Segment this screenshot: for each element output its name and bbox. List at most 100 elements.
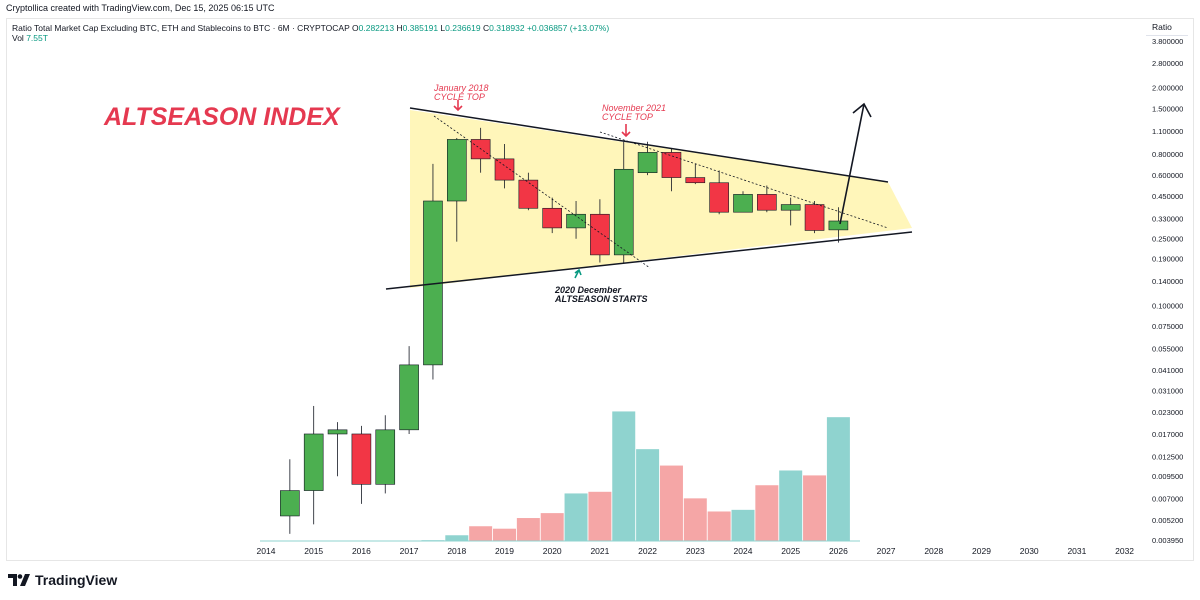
y-tick-label: 0.190000: [1152, 255, 1183, 264]
candle[interactable]: [828, 207, 849, 243]
candle-body: [280, 490, 300, 517]
candle-body: [446, 139, 467, 202]
y-tick-label: 0.017000: [1152, 430, 1183, 439]
candle[interactable]: [780, 197, 801, 226]
x-tick-label: 2015: [304, 546, 323, 556]
volume-bar: [564, 493, 588, 541]
candle-body: [566, 213, 586, 229]
candle-body: [780, 204, 801, 211]
altseason-title: ALTSEASON INDEX: [103, 103, 341, 131]
arrow-up-icon-2020: [574, 268, 582, 279]
symbol-legend: Ratio Total Market Cap Excluding BTC, ET…: [12, 23, 609, 33]
x-tick-label: 2019: [495, 546, 514, 556]
x-tick-label: 2025: [781, 546, 800, 556]
y-tick-label: 0.600000: [1152, 171, 1183, 180]
candle[interactable]: [733, 191, 753, 213]
annotation-2018-line1: January 2018: [433, 83, 489, 93]
volume-bar: [540, 513, 564, 541]
x-tick-label: 2028: [924, 546, 943, 556]
ohlc-open-label: O: [352, 23, 359, 33]
tradingview-wordmark: TradingView: [35, 572, 118, 588]
volume-bar: [588, 491, 612, 541]
candle[interactable]: [804, 201, 825, 234]
upper-trendline: [409, 107, 889, 183]
candle-body: [661, 152, 682, 178]
y-axis: 3.800000 2.800000 2.000000 1.500000 1.100000…: [1143, 36, 1193, 548]
candle[interactable]: [590, 199, 610, 263]
x-tick-label: 2023: [686, 546, 705, 556]
volume-bar: [445, 535, 469, 541]
annotations: ALTSEASON INDEX January 2018 CYCLE TOP N…: [103, 83, 872, 304]
dotted-trendline-2018: [433, 115, 651, 269]
ohlc-low-label: L: [440, 23, 446, 33]
candle[interactable]: [685, 163, 706, 185]
candle[interactable]: [757, 185, 777, 213]
candle[interactable]: [566, 201, 586, 239]
x-tick-label: 2027: [877, 546, 896, 556]
wedge-fill: [410, 110, 912, 288]
y-tick-label: 0.100000: [1152, 301, 1183, 310]
breakout-arrow-icon: [839, 102, 872, 225]
chart-credit: Cryptollica created with TradingView.com…: [6, 3, 275, 13]
y-tick-label: 0.450000: [1152, 192, 1183, 201]
y-tick-label: 0.140000: [1152, 277, 1183, 286]
volume-bar: [683, 498, 707, 541]
y-tick-label: 0.007000: [1152, 494, 1183, 503]
candle-body: [757, 194, 777, 211]
candle[interactable]: [446, 137, 467, 242]
volume-value: 7.55T: [26, 33, 48, 43]
volume-bar: [779, 470, 803, 541]
volume-bar: [826, 417, 850, 541]
volume-label: Vol: [12, 33, 24, 43]
x-tick-label: 2022: [638, 546, 657, 556]
y-tick-label: 3.800000: [1152, 37, 1183, 46]
trendlines: [385, 107, 913, 290]
candle-body: [399, 364, 419, 431]
x-tick-label: 2026: [829, 546, 848, 556]
x-tick-label: 2029: [972, 546, 991, 556]
ohlc-low: 0.236619: [445, 23, 481, 33]
candle[interactable]: [542, 197, 563, 234]
y-tick-label: 0.031000: [1152, 386, 1183, 395]
tradingview-logo[interactable]: TradingView: [8, 572, 117, 588]
candle[interactable]: [709, 170, 729, 215]
ohlc-change: +0.036857 (+13.07%): [526, 23, 610, 33]
candle-body: [733, 194, 753, 213]
candle[interactable]: [494, 144, 515, 189]
y-tick-label: 0.005200: [1152, 516, 1183, 525]
candle-body: [303, 433, 324, 491]
candle[interactable]: [327, 422, 348, 477]
lower-trendline: [385, 231, 913, 290]
candle[interactable]: [351, 425, 372, 504]
candle-body: [518, 179, 539, 209]
ohlc-high-label: H: [396, 23, 403, 33]
candle[interactable]: [661, 148, 682, 192]
candle-body: [351, 433, 372, 485]
volume-bar: [707, 511, 731, 541]
candle[interactable]: [518, 172, 539, 211]
candle-body: [327, 429, 348, 435]
candle[interactable]: [280, 459, 300, 534]
candle-body: [685, 177, 706, 184]
y-tick-label: 2.800000: [1152, 59, 1183, 68]
candle[interactable]: [613, 141, 634, 263]
ohlc-close-label: C: [482, 23, 490, 33]
volume-bar: [516, 518, 540, 541]
volume-bar: [731, 509, 755, 541]
y-tick-label: 0.075000: [1152, 322, 1183, 331]
candle[interactable]: [303, 405, 324, 525]
candle[interactable]: [637, 141, 658, 176]
x-tick-label: 2021: [590, 546, 609, 556]
x-axis: 2014 2015 2016 2017 2018 2019 2020 2021 2022 2023…: [257, 546, 1135, 556]
wedge-pattern: [410, 110, 912, 288]
candle-body: [637, 152, 658, 174]
candle[interactable]: [399, 346, 419, 434]
x-tick-label: 2014: [257, 546, 276, 556]
candle-body: [542, 207, 563, 229]
candle-body: [613, 168, 634, 256]
candle[interactable]: [423, 163, 443, 380]
candle[interactable]: [375, 415, 396, 494]
volume-bar: [469, 526, 493, 541]
candle-body: [494, 158, 515, 181]
